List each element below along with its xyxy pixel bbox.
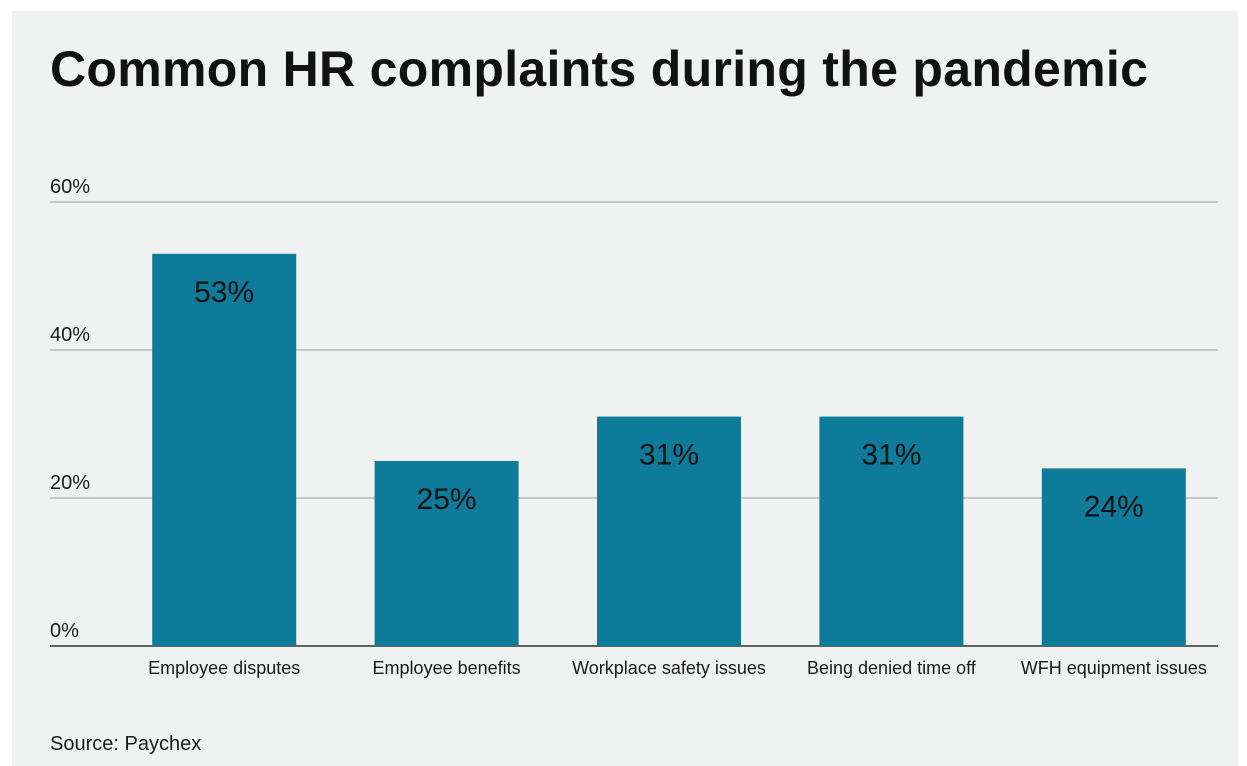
- data-label: 25%: [417, 483, 477, 516]
- category-label: Being denied time off: [807, 658, 977, 678]
- bar: [374, 461, 519, 646]
- bar: [819, 416, 964, 646]
- data-label: 31%: [639, 439, 699, 472]
- category-label: Workplace safety issues: [572, 658, 766, 678]
- category-label: WFH equipment issues: [1021, 658, 1207, 678]
- category-label: Employee benefits: [373, 658, 521, 678]
- bar: [152, 253, 297, 647]
- data-label: 31%: [861, 439, 921, 472]
- y-tick-label: 0%: [50, 620, 79, 642]
- bar: [1041, 468, 1186, 646]
- y-tick-label: 20%: [50, 472, 90, 494]
- data-label: 24%: [1084, 490, 1144, 523]
- bar: [597, 416, 741, 646]
- data-label: 53%: [194, 276, 254, 309]
- category-label: Employee disputes: [148, 658, 300, 678]
- chart-title: Common HR complaints during the pandemic: [50, 41, 1149, 97]
- source-note: Source: Paychex: [50, 733, 202, 755]
- y-tick-label: 60%: [50, 176, 90, 198]
- y-tick-label: 40%: [50, 324, 90, 346]
